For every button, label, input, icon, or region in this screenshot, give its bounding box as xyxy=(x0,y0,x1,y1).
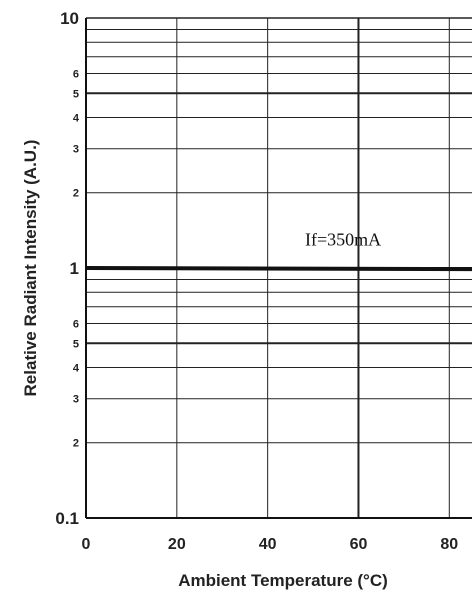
y-tick-label: 4 xyxy=(73,362,80,374)
y-tick-label: 1 xyxy=(70,259,79,278)
axes xyxy=(85,18,472,519)
tick-labels: 0 20 40 60 80 0.1 2 3 4 5 6 1 2 3 4 5 6 10 xyxy=(55,9,458,553)
y-tick-label: 0.1 xyxy=(55,509,79,528)
y-axis-title: Relative Radiant Intensity (A.U.) xyxy=(21,140,40,397)
x-tick-label: 0 xyxy=(82,536,91,553)
x-tick-label: 20 xyxy=(168,536,186,553)
y-tick-label: 10 xyxy=(60,9,79,28)
y-tick-label: 3 xyxy=(73,144,79,156)
series-layer xyxy=(85,266,472,272)
x-axis-title: Ambient Temperature (°C) xyxy=(178,571,388,590)
x-tick-label: 40 xyxy=(259,536,277,553)
y-tick-label: 3 xyxy=(73,394,79,406)
y-tick-label: 5 xyxy=(73,88,79,100)
x-tick-label: 80 xyxy=(440,536,458,553)
y-tick-label: 6 xyxy=(73,318,79,330)
y-tick-label: 2 xyxy=(73,188,79,200)
y-tick-label: 5 xyxy=(73,338,79,350)
y-tick-label: 4 xyxy=(73,112,80,124)
y-tick-label: 6 xyxy=(73,68,79,80)
annotation-label: If=350mA xyxy=(305,230,381,250)
series-line xyxy=(85,266,472,272)
x-tick-label: 60 xyxy=(350,536,368,553)
y-tick-label: 2 xyxy=(73,438,79,450)
